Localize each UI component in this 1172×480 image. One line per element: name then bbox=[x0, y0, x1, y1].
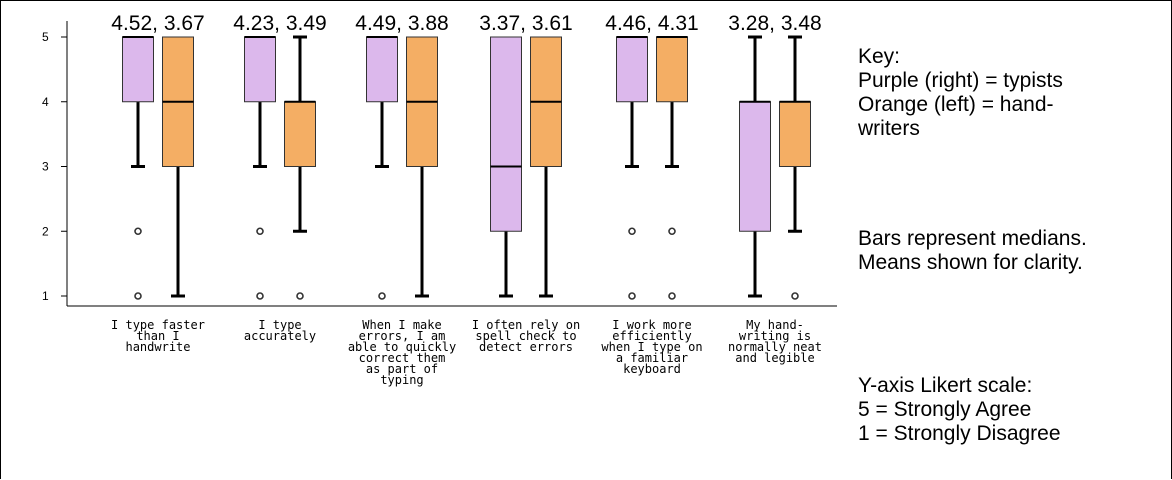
outlier-point bbox=[256, 227, 264, 236]
box bbox=[779, 101, 811, 167]
category-label-line: a familiar bbox=[616, 351, 688, 365]
likert-scale-high: 5 = Strongly Agree bbox=[858, 398, 1032, 421]
category-label-line: than I bbox=[136, 329, 179, 343]
key-handwriters: Orange (left) = hand- writers bbox=[858, 93, 1054, 140]
category-label: When I make errors, I am able to quickly co… bbox=[348, 318, 456, 387]
category-label-line: efficiently bbox=[612, 329, 691, 343]
category-label-line: I work more bbox=[612, 318, 691, 332]
category-label-line: and legible bbox=[735, 351, 814, 365]
category-label-line: correct them bbox=[359, 351, 446, 365]
box bbox=[490, 36, 522, 232]
mean-label: 4.23, 3.49 bbox=[233, 12, 326, 35]
medians-note: Bars represent medians. bbox=[858, 227, 1087, 250]
category-label-line: able to quickly bbox=[348, 340, 456, 354]
y-tick-label: 2 bbox=[42, 224, 49, 238]
key-heading: Key: bbox=[858, 45, 901, 68]
y-tick-label: 5 bbox=[42, 30, 49, 44]
y-tick-label: 3 bbox=[42, 160, 49, 174]
outlier-point bbox=[628, 292, 636, 300]
box bbox=[244, 36, 276, 103]
key-typists: Purple (right) = typists bbox=[858, 69, 1063, 92]
category-label-line: writing is bbox=[739, 329, 811, 343]
outlier-point bbox=[256, 292, 264, 300]
outlier-point bbox=[296, 292, 304, 300]
category-label-line: errors, I am bbox=[359, 329, 446, 343]
category-label-line: as part of bbox=[366, 362, 438, 376]
category-label-line: normally neat bbox=[728, 340, 822, 354]
box bbox=[739, 101, 771, 232]
y-tick-label: 1 bbox=[42, 289, 49, 303]
likert-scale-title: Y-axis Likert scale: bbox=[858, 374, 1033, 397]
y-tick-label: 4 bbox=[42, 95, 49, 109]
outlier-point bbox=[628, 227, 636, 236]
category-label-line: spell check to bbox=[475, 329, 576, 343]
mean-label: 4.46, 4.31 bbox=[605, 12, 698, 35]
mean-label: 4.52, 3.67 bbox=[111, 12, 204, 35]
category-label: I often rely on spell check to detect erro… bbox=[472, 318, 580, 354]
outlier-point bbox=[134, 292, 142, 300]
category-label-line: detect errors bbox=[479, 340, 573, 354]
category-label-line: My hand- bbox=[746, 318, 804, 332]
box bbox=[284, 101, 316, 167]
outlier-point bbox=[668, 227, 676, 236]
box-plot-chart: 5 4 3 2 1 4.52, 3.67 4.23, 3.49 4.49, 3.88 3.37,… bbox=[42, 12, 837, 387]
category-label-line: typing bbox=[380, 373, 423, 387]
outlier-point bbox=[791, 292, 799, 300]
means-note: Means shown for clarity. bbox=[858, 251, 1083, 274]
category-label-line: keyboard bbox=[623, 362, 681, 376]
outlier-point bbox=[134, 227, 142, 236]
box bbox=[366, 36, 398, 103]
outlier-point bbox=[668, 292, 676, 300]
category-label: I work more efficiently when I type on a fa… bbox=[601, 318, 702, 376]
box bbox=[616, 36, 648, 103]
category-label-line: handwrite bbox=[125, 340, 190, 354]
category-label: I type accurately bbox=[244, 318, 316, 343]
category-label-line: When I make bbox=[362, 318, 441, 332]
mean-label: 3.28, 3.48 bbox=[728, 12, 821, 35]
category-label-line: when I type on bbox=[601, 340, 702, 354]
mean-label: 4.49, 3.88 bbox=[355, 12, 448, 35]
box bbox=[122, 36, 154, 103]
category-label-line: accurately bbox=[244, 329, 316, 343]
category-label-line: I often rely on bbox=[472, 318, 580, 332]
category-label: My hand-writing is normally neat and legib… bbox=[728, 318, 822, 365]
box bbox=[656, 36, 688, 103]
category-label-line: I type bbox=[258, 318, 301, 332]
outlier-point bbox=[378, 292, 386, 300]
category-label-line: I type faster bbox=[111, 318, 205, 332]
likert-scale-low: 1 = Strongly Disagree bbox=[858, 422, 1061, 445]
mean-label: 3.37, 3.61 bbox=[479, 12, 572, 35]
